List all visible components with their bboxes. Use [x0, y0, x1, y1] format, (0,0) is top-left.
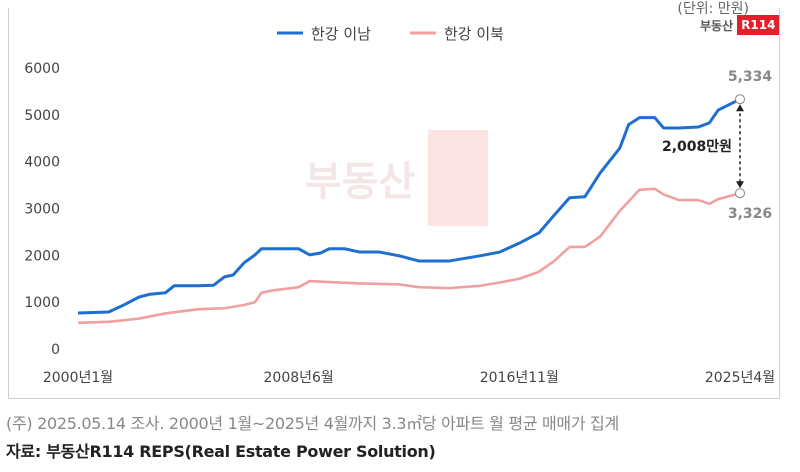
series-line	[77, 187, 741, 325]
end-point-marker	[735, 188, 745, 199]
logo-badge: R114	[737, 15, 780, 35]
end-value-label: 5,334	[728, 69, 773, 85]
y-tick-label: 2000	[24, 248, 60, 264]
source: 자료: 부동산R114 REPS(Real Estate Power Solut…	[6, 442, 436, 461]
arrow-head-down	[736, 181, 744, 189]
x-tick-label: 2016년11월	[480, 370, 559, 386]
y-tick-label: 3000	[24, 202, 60, 218]
x-tick-label: 2025년4월	[705, 370, 775, 386]
legend-label: 한강 이북	[444, 25, 504, 43]
difference-annotation: 2,008만원	[662, 139, 732, 155]
x-tick-label: 2000년1월	[43, 370, 113, 386]
y-tick-label: 5000	[24, 108, 60, 124]
chart-frame: (단위: 만원)	[8, 1, 780, 399]
legend-label: 한강 이남	[311, 25, 371, 43]
footnote: (주) 2025.05.14 조사. 2000년 1월~2025년 4월까지 3…	[6, 414, 619, 433]
watermark-badge	[428, 130, 488, 226]
end-value-label: 3,326	[728, 206, 772, 222]
arrow-head-up	[736, 104, 744, 112]
end-point-marker	[735, 94, 745, 105]
y-tick-label: 6000	[24, 61, 60, 77]
x-tick-label: 2008년6월	[264, 370, 334, 386]
y-tick-label: 4000	[24, 155, 60, 171]
logo: 부동산 R114	[700, 15, 780, 35]
logo-text: 부동산	[700, 18, 734, 33]
unit-label: (단위: 만원)	[677, 1, 749, 17]
y-tick-label: 0	[51, 342, 60, 358]
y-tick-label: 1000	[24, 295, 60, 311]
line-chart: 0 1000 2000 3000 4000 5000 6000 2000년1월 2008년6월 2…	[24, 25, 775, 386]
series-line	[77, 97, 741, 315]
watermark: 부동산	[305, 159, 416, 205]
